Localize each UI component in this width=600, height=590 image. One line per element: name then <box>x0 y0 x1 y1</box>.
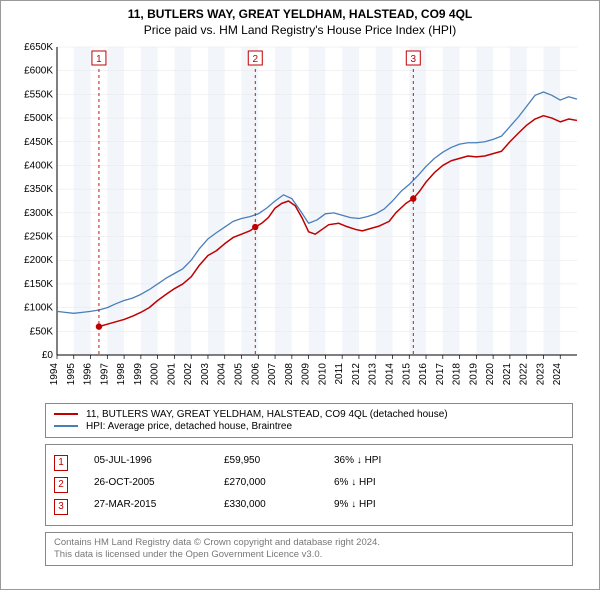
svg-text:2014: 2014 <box>384 362 395 385</box>
svg-text:1: 1 <box>96 54 102 65</box>
svg-text:2019: 2019 <box>468 362 479 385</box>
event-row: 2 26-OCT-2005£270,0006% ↓ HPI <box>54 477 564 493</box>
event-price: £59,950 <box>224 455 334 466</box>
chart-title: 11, BUTLERS WAY, GREAT YELDHAM, HALSTEAD… <box>9 7 591 23</box>
event-date: 05-JUL-1996 <box>94 455 224 466</box>
svg-text:£600K: £600K <box>24 65 53 76</box>
svg-text:2018: 2018 <box>452 362 463 385</box>
svg-text:£450K: £450K <box>24 136 53 147</box>
svg-text:£500K: £500K <box>24 113 53 124</box>
svg-text:2024: 2024 <box>552 362 563 385</box>
line-chart-svg: £0 £50K £100K £150K £200K £250K £300K £350K £400… <box>15 41 585 399</box>
event-delta: 9% ↓ HPI <box>334 499 376 510</box>
svg-text:1995: 1995 <box>66 362 77 385</box>
svg-text:£400K: £400K <box>24 160 53 171</box>
svg-text:1996: 1996 <box>83 362 94 385</box>
svg-text:£300K: £300K <box>24 207 53 218</box>
svg-text:2023: 2023 <box>535 362 546 385</box>
svg-text:2000: 2000 <box>150 362 161 385</box>
credit-line-1: Contains HM Land Registry data © Crown c… <box>54 537 564 549</box>
event-marker: 3 <box>54 499 68 515</box>
event-row: 1 05-JUL-1996£59,95036% ↓ HPI <box>54 455 564 471</box>
event-date: 27-MAR-2015 <box>94 499 224 510</box>
svg-text:2009: 2009 <box>301 362 312 385</box>
svg-text:£200K: £200K <box>24 255 53 266</box>
svg-text:1997: 1997 <box>99 362 110 385</box>
svg-text:£100K: £100K <box>24 302 53 313</box>
svg-text:1998: 1998 <box>116 362 127 385</box>
svg-text:2017: 2017 <box>435 362 446 385</box>
event-price: £270,000 <box>224 477 334 488</box>
events-box: 105-JUL-1996£59,95036% ↓ HPI226-OCT-2005… <box>45 444 573 526</box>
svg-text:2013: 2013 <box>368 362 379 385</box>
svg-text:2012: 2012 <box>351 362 362 385</box>
svg-text:2007: 2007 <box>267 362 278 385</box>
svg-text:2020: 2020 <box>485 362 496 385</box>
svg-text:£650K: £650K <box>24 42 53 53</box>
event-price: £330,000 <box>224 499 334 510</box>
svg-text:2002: 2002 <box>183 362 194 385</box>
svg-text:2001: 2001 <box>166 362 177 385</box>
svg-text:£150K: £150K <box>24 279 53 290</box>
event-row: 3 27-MAR-2015£330,0009% ↓ HPI <box>54 499 564 515</box>
legend-label: HPI: Average price, detached house, Brai… <box>86 421 292 432</box>
credit-line-2: This data is licensed under the Open Gov… <box>54 549 564 561</box>
svg-text:1999: 1999 <box>133 362 144 385</box>
svg-text:1994: 1994 <box>49 362 60 385</box>
page: 11, BUTLERS WAY, GREAT YELDHAM, HALSTEAD… <box>0 0 600 590</box>
svg-text:3: 3 <box>411 54 417 65</box>
svg-text:£50K: £50K <box>30 326 54 337</box>
svg-text:2003: 2003 <box>200 362 211 385</box>
chart-area: £0 £50K £100K £150K £200K £250K £300K £350K £400… <box>15 41 585 399</box>
svg-text:2008: 2008 <box>284 362 295 385</box>
svg-text:2021: 2021 <box>502 362 513 385</box>
event-delta: 36% ↓ HPI <box>334 455 381 466</box>
event-date: 26-OCT-2005 <box>94 477 224 488</box>
svg-text:2016: 2016 <box>418 362 429 385</box>
credit-box: Contains HM Land Registry data © Crown c… <box>45 532 573 567</box>
svg-text:£550K: £550K <box>24 89 53 100</box>
event-marker: 2 <box>54 477 68 493</box>
legend-swatch <box>54 425 78 427</box>
chart-subtitle: Price paid vs. HM Land Registry's House … <box>9 23 591 37</box>
event-delta: 6% ↓ HPI <box>334 477 376 488</box>
svg-text:2006: 2006 <box>250 362 261 385</box>
svg-text:£0: £0 <box>42 350 54 361</box>
legend-swatch <box>54 413 78 415</box>
svg-text:2004: 2004 <box>217 362 228 385</box>
svg-text:2010: 2010 <box>317 362 328 385</box>
svg-text:£350K: £350K <box>24 184 53 195</box>
event-marker: 1 <box>54 455 68 471</box>
svg-text:2015: 2015 <box>401 362 412 385</box>
svg-text:2: 2 <box>252 54 258 65</box>
svg-text:2011: 2011 <box>334 362 345 384</box>
legend-item: 11, BUTLERS WAY, GREAT YELDHAM, HALSTEAD… <box>54 409 564 420</box>
legend-box: 11, BUTLERS WAY, GREAT YELDHAM, HALSTEAD… <box>45 403 573 438</box>
legend-item: HPI: Average price, detached house, Brai… <box>54 421 564 432</box>
legend-label: 11, BUTLERS WAY, GREAT YELDHAM, HALSTEAD… <box>86 409 448 420</box>
svg-text:£250K: £250K <box>24 231 53 242</box>
svg-text:2022: 2022 <box>519 362 530 385</box>
svg-text:2005: 2005 <box>234 362 245 385</box>
